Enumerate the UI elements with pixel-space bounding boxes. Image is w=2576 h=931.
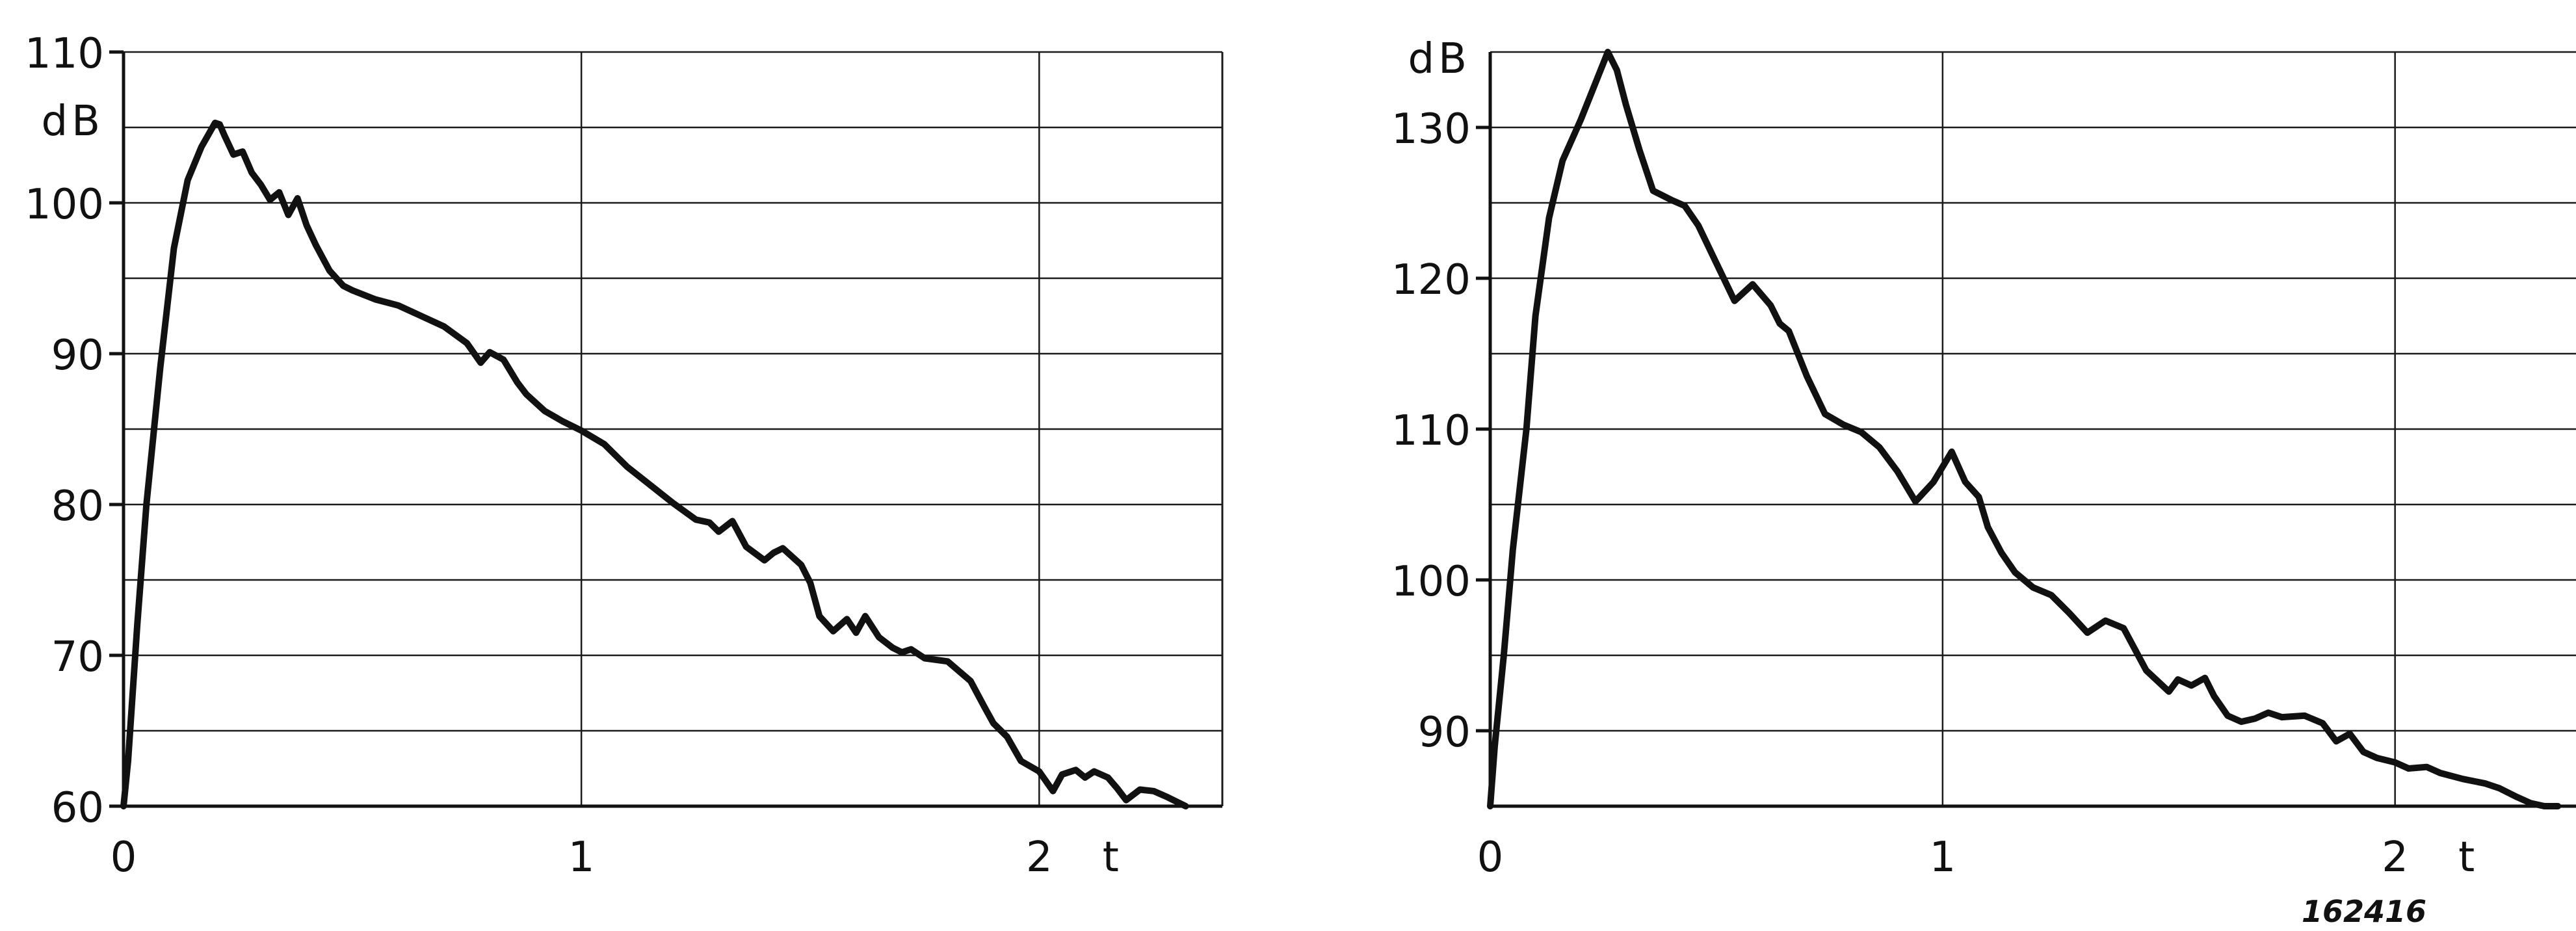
y-tick-label: 90 xyxy=(1418,709,1471,757)
x-tick-label: 0 xyxy=(1477,833,1504,882)
series-line xyxy=(120,120,1189,809)
y-unit-label: dB xyxy=(1408,35,1471,83)
left-chart: 60 70 80 90 100 110 dB 0 1 2 t xyxy=(25,30,1224,882)
y-tick-label: 70 xyxy=(51,633,104,681)
y-unit-label: dB xyxy=(41,98,104,146)
y-tick-label: 80 xyxy=(51,482,104,531)
catalog-number: 162416 xyxy=(2302,894,2426,929)
y-tick-label: 90 xyxy=(51,332,104,380)
x-tick-label: 1 xyxy=(568,833,595,882)
y-tick-label: 60 xyxy=(51,784,104,832)
x-axis-title: t xyxy=(2458,833,2475,882)
y-tick-label: 110 xyxy=(25,30,104,78)
x-tick-label: 1 xyxy=(1929,833,1956,882)
right-chart: 90 100 110 120 130 dB 0 1 2 t xyxy=(1391,35,2576,882)
y-tick-label: 100 xyxy=(1391,558,1471,606)
x-tick-label: 0 xyxy=(111,833,137,882)
y-tick-label: 120 xyxy=(1391,256,1471,304)
y-tick-label: 130 xyxy=(1391,105,1471,153)
series-line xyxy=(1487,49,2562,809)
y-tick-label: 100 xyxy=(25,181,104,229)
x-tick-label: 2 xyxy=(1026,833,1053,882)
x-axis-title: t xyxy=(1103,833,1119,882)
y-tick-label: 110 xyxy=(1391,407,1471,455)
x-tick-label: 2 xyxy=(2382,833,2408,882)
